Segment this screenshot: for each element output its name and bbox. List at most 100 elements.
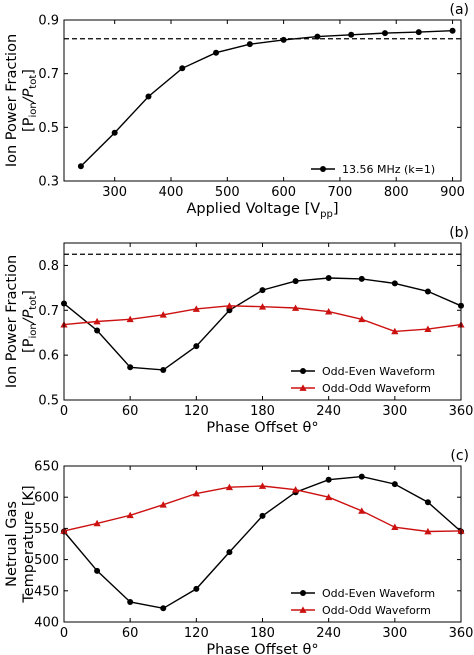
data-point [246,41,253,48]
x-axis-label-end: ] [333,201,339,217]
data-point [159,311,167,318]
data-point [424,499,431,506]
x-axis-label-text: Phase Offset θ° [206,420,318,436]
legend-label: Odd-Odd Waveform [322,604,431,617]
data-point [192,489,200,497]
data-point [358,473,365,480]
legend-marker [299,606,307,613]
panel-label: (b) [449,225,469,241]
data-point [391,481,398,488]
series-line-1 [80,30,453,167]
x-tick-label: 180 [250,626,275,641]
y-axis-label-line2: Temperature [K] [21,485,37,603]
x-axis-label: Phase Offset θ° [206,420,318,436]
data-point [391,523,399,531]
data-point [348,31,355,38]
y-tick-label: 0.9 [38,14,59,29]
x-tick-label: 360 [449,626,474,641]
data-point [159,501,167,508]
data-point [94,567,101,574]
y-axis-label-line1: Netrual Gas [4,501,20,587]
y-axis-label-line1: Ion Power Fraction [4,34,20,167]
x-tick-label: 120 [184,404,209,419]
x-axis-label-text: Phase Offset θ° [206,642,318,655]
data-point [193,585,200,592]
data-point [314,33,321,40]
x-axis-label-subscript: pp [320,209,333,220]
legend-marker [300,368,306,374]
data-point [226,549,233,556]
x-tick-label: 300 [382,626,407,641]
data-point [325,274,332,281]
x-tick-label: 800 [384,185,409,200]
y-tick-label: 450 [34,584,59,599]
data-point [77,163,84,170]
x-tick-label: 240 [316,404,341,419]
y-tick-label: 0.6 [38,349,59,364]
x-tick-label: 700 [328,185,353,200]
chart-panel-1: 300 400 500 600 700 800 900 0.3 0.5 0.7 0.9 (a) Appl… [4,2,469,220]
legend-label: Odd-Even Waveform [322,365,435,378]
x-tick-label: 360 [449,404,474,419]
x-axis-label: Applied Voltage [Vpp] [186,201,338,220]
data-point [226,307,233,314]
x-tick-label: 500 [215,185,240,200]
x-tick-label: 0 [60,404,68,419]
x-tick-label: 400 [159,185,184,200]
data-point [111,129,118,136]
x-tick-label: 120 [184,626,209,641]
y-tick-label: 650 [34,460,59,475]
legend-marker [300,590,306,596]
data-point [291,486,300,493]
y-tick-label: 0.8 [38,259,59,274]
ylabel-subscript: tot [28,75,39,89]
data-point [415,29,422,36]
data-point [449,27,456,34]
data-point [325,308,333,315]
data-point [126,511,134,519]
y-axis-label-line2: [Pion/Ptot] [21,69,39,132]
y-tick-label: 0.7 [38,67,59,82]
data-point [259,512,266,519]
legend-label: Odd-Odd Waveform [322,382,431,395]
data-point [145,93,152,100]
x-tick-label: 240 [316,626,341,641]
x-axis-label-text: Applied Voltage [V [186,201,320,217]
x-tick-label: 300 [382,404,407,419]
x-tick-label: 300 [102,185,127,200]
x-tick-label: 60 [122,404,139,419]
data-point [291,304,300,311]
ylabel-part: ] [21,69,37,75]
panel-label: (c) [450,448,469,464]
panel-label: (a) [449,2,469,18]
y-tick-label: 0.7 [38,304,59,319]
y-tick-label: 400 [34,616,59,631]
y-tick-label: 0.3 [38,175,59,190]
data-point [94,327,101,334]
data-point [160,366,167,373]
series-line-2 [63,305,462,333]
x-tick-label: 180 [250,404,275,419]
legend-marker [299,384,307,391]
y-tick-label: 600 [34,491,59,506]
data-point [325,476,332,483]
ylabel-subscript: ion [28,102,39,117]
x-tick-label: 900 [440,185,465,200]
data-point [193,343,200,350]
data-point [358,507,366,514]
x-axis-label: Phase Offset θ° [206,642,318,655]
plot-frame [63,19,462,182]
legend-label: 13.56 MHz (k=1) [342,163,435,176]
data-point [424,288,431,295]
data-point [325,493,333,501]
y-axis-label-line1: Ion Power Fraction [4,255,20,388]
data-point [259,287,266,294]
x-tick-label: 0 [60,626,68,641]
ylabel-part: [P [21,117,37,132]
data-point [358,315,366,323]
data-point [358,275,365,282]
ylabel-part: /P [21,88,37,104]
y-tick-label: 0.5 [38,121,59,136]
data-point [381,30,388,37]
